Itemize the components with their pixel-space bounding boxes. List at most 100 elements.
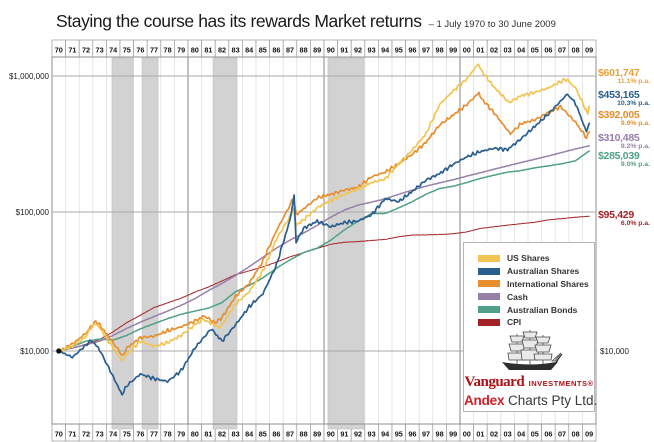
final-value-rate: 9.9% p.a.	[620, 120, 650, 127]
year-cell-top-label: 90	[327, 45, 335, 54]
year-cell-top-label: 01	[476, 45, 484, 54]
year-cell-top-label: 94	[381, 45, 390, 54]
year-cell-bottom-label: 73	[96, 429, 104, 438]
legend: US Shares Australian Shares International …	[478, 252, 589, 329]
year-cell-bottom-label: 88	[300, 429, 308, 438]
year-cell-top-label: 76	[136, 45, 144, 54]
y-axis-right-label: $10,000	[600, 347, 629, 356]
series-line-australian-shares	[57, 93, 591, 396]
vanguard-investments-text: INVESTMENTS®	[528, 379, 594, 388]
year-cell-top-label: 97	[422, 45, 430, 54]
final-value-us-shares: $601,747 11.1% p.a.	[598, 68, 653, 86]
final-value-rate: 11.1% p.a.	[617, 78, 651, 85]
year-cell-bottom-label: 95	[395, 429, 403, 438]
year-cell-top-label: 86	[272, 45, 280, 54]
year-cell-bottom-label: 70	[55, 429, 63, 438]
year-cell-bottom-label: 07	[558, 429, 566, 438]
year-cell-bottom-label: 08	[572, 429, 580, 438]
vanguard-wordmark: Vanguard	[464, 374, 525, 390]
legend-label: Australian Shares	[507, 266, 580, 277]
year-cell-bottom-label: 96	[408, 429, 416, 438]
year-cell-top-label: 87	[286, 45, 294, 54]
year-cell-top-label: 00	[463, 45, 471, 54]
year-cell-bottom-label: 84	[245, 429, 254, 438]
final-value-amount: $95,429	[598, 209, 634, 221]
final-value-amount: $310,485	[598, 132, 640, 144]
legend-label: CPI	[507, 317, 522, 328]
legend-label: US Shares	[507, 253, 550, 264]
plot-border	[51, 56, 597, 425]
vanguard-logo: Vanguard INVESTMENTS®	[464, 373, 594, 391]
year-cell-bottom-label: 74	[109, 429, 118, 438]
year-cell-bottom-label: 00	[463, 429, 471, 438]
legend-item-australian-bonds: Australian Bonds	[478, 303, 589, 316]
year-cell-bottom-label: 77	[150, 429, 158, 438]
year-cell-bottom-label: 02	[490, 429, 498, 438]
final-value-australian-shares: $453,165 10.3% p.a.	[598, 89, 653, 108]
final-value-rate: 9.2% p.a.	[620, 143, 650, 150]
year-cell-bottom-label: 01	[476, 429, 484, 438]
final-value-australian-bonds: $285,039 9.0% p.a.	[598, 150, 653, 169]
year-cell-top-label: 93	[368, 45, 376, 54]
final-value-cpi: $95,429 6.0% p.a.	[598, 209, 653, 228]
year-cell-top-label: 72	[82, 45, 90, 54]
year-cell-top-label: 06	[544, 45, 552, 54]
start-value-dot	[56, 348, 62, 354]
legend-label: Cash	[507, 291, 528, 302]
year-cell-top-label: 70	[55, 45, 63, 54]
year-cell-bottom-label: 03	[504, 429, 512, 438]
year-cell-top-label: 80	[191, 45, 199, 54]
series-line-us-shares	[57, 63, 591, 362]
legend-label: Australian Bonds	[507, 304, 578, 315]
final-value-amount: $285,039	[598, 150, 640, 162]
year-cell-bottom-label: 98	[436, 429, 444, 438]
year-cell-bottom-label: 99	[449, 429, 457, 438]
year-cell-bottom-label: 87	[286, 429, 294, 438]
legend-swatch	[478, 318, 500, 326]
year-cell-top-label: 88	[300, 45, 308, 54]
year-cell-bottom-label: 85	[259, 429, 267, 438]
year-cell-bottom-label: 05	[531, 429, 539, 438]
title-text: Staying the course has its rewards Marke…	[56, 11, 422, 31]
legend-item-cpi: CPI	[478, 316, 589, 329]
final-value-amount: $392,005	[598, 109, 640, 121]
year-cell-bottom-label: 81	[204, 429, 212, 438]
legend-swatch	[478, 267, 500, 275]
year-cell-top-label: 77	[150, 45, 158, 54]
recession-band	[111, 57, 134, 430]
andex-charts-text: Charts Pty Ltd.	[508, 393, 598, 408]
legend-swatch	[478, 293, 500, 301]
year-cell-bottom-label: 90	[327, 429, 335, 438]
year-cell-bottom-label: 93	[368, 429, 376, 438]
y-axis-label: $10,000	[20, 347, 49, 356]
year-cell-bottom-label: 91	[340, 429, 348, 438]
year-cell-top-label: 95	[395, 45, 403, 54]
year-cell-top-label: 91	[340, 45, 348, 54]
final-value-rate: 6.0% p.a.	[620, 220, 650, 227]
vanguard-ship-icon	[502, 330, 563, 370]
page-title: Staying the course has its rewards Marke…	[56, 11, 556, 32]
legend-and-logo-box: US Shares Australian Shares International …	[463, 242, 598, 412]
legend-swatch	[478, 280, 500, 288]
year-cell-top-label: 99	[449, 45, 457, 54]
year-cell-top-label: 96	[408, 45, 416, 54]
year-cell-top-label: 03	[504, 45, 512, 54]
year-cell-top-label: 84	[245, 45, 254, 54]
legend-label: International Shares	[507, 278, 589, 289]
year-cell-top-label: 81	[204, 45, 212, 54]
year-cell-bottom-label: 89	[313, 429, 321, 438]
legend-item-cash: Cash	[478, 290, 589, 303]
year-cell-top-label: 71	[68, 45, 76, 54]
legend-item-us-shares: US Shares	[478, 252, 589, 265]
year-cell-top-label: 09	[585, 45, 593, 54]
year-cell-top-label: 83	[232, 45, 240, 54]
legend-swatch	[478, 306, 500, 314]
year-cell-top-label: 85	[259, 45, 267, 54]
year-cell-bottom-label: 04	[517, 429, 526, 438]
year-cell-bottom-label: 83	[232, 429, 240, 438]
final-value-rate: 10.3% p.a.	[617, 100, 650, 107]
series-line-cpi	[58, 215, 590, 352]
final-value-amount: $453,165	[598, 89, 640, 101]
